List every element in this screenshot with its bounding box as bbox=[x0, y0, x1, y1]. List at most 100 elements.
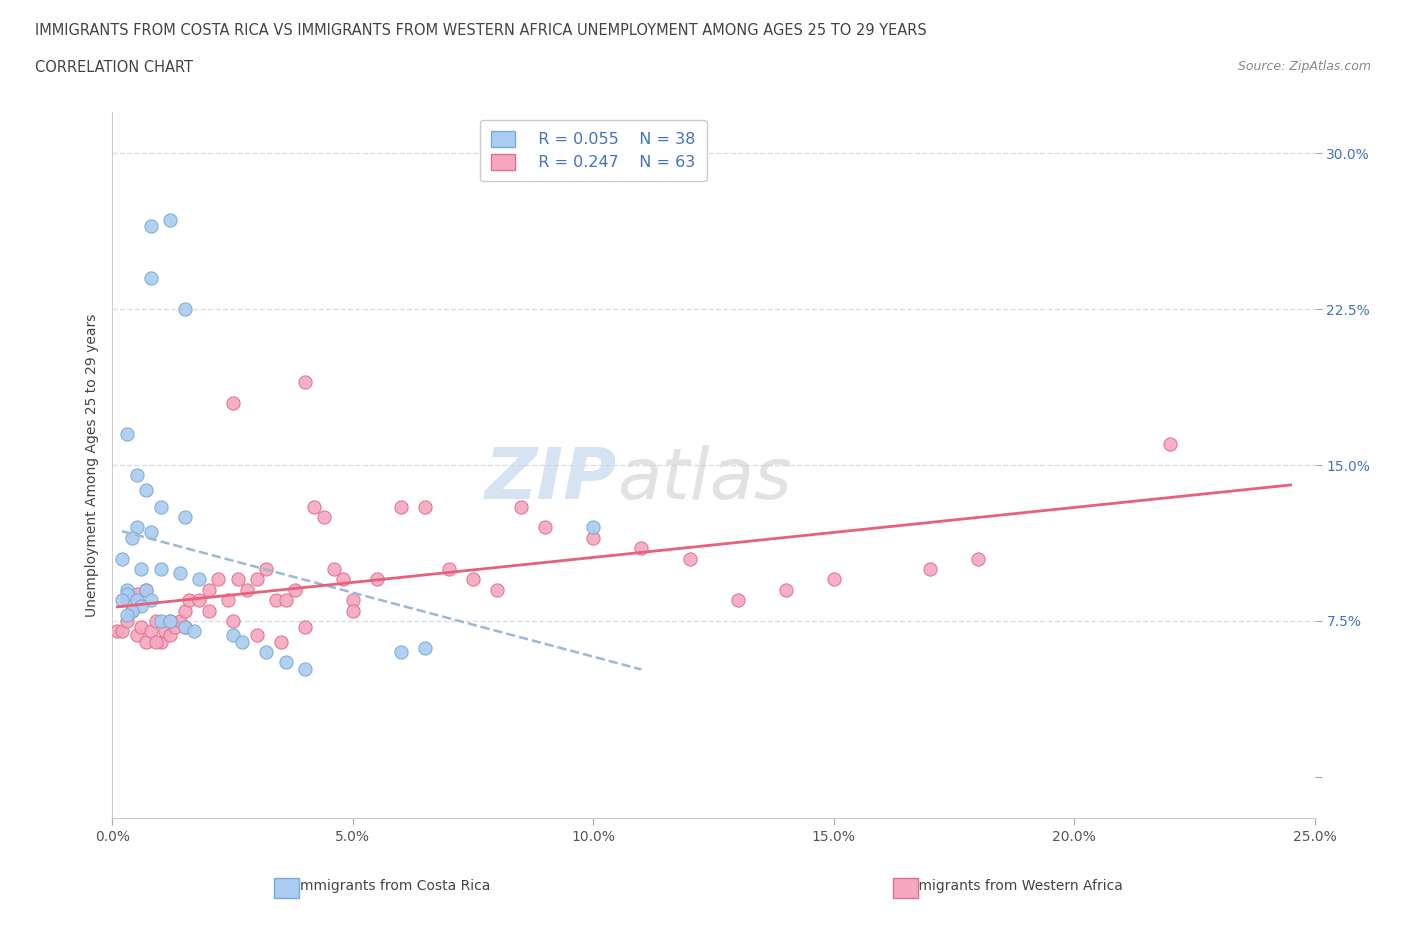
Point bbox=[159, 212, 181, 227]
Point bbox=[630, 540, 652, 555]
Point bbox=[534, 520, 557, 535]
Point bbox=[173, 619, 195, 634]
Point bbox=[270, 634, 292, 649]
Point bbox=[510, 499, 533, 514]
Point bbox=[121, 603, 143, 618]
Text: CORRELATION CHART: CORRELATION CHART bbox=[35, 60, 193, 75]
Point bbox=[304, 499, 326, 514]
Point bbox=[918, 562, 941, 577]
Point bbox=[173, 301, 195, 316]
Point bbox=[111, 624, 134, 639]
Text: IMMIGRANTS FROM COSTA RICA VS IMMIGRANTS FROM WESTERN AFRICA UNEMPLOYMENT AMONG : IMMIGRANTS FROM COSTA RICA VS IMMIGRANTS… bbox=[35, 23, 927, 38]
Point bbox=[179, 592, 201, 607]
Point bbox=[155, 624, 177, 639]
Point bbox=[111, 592, 134, 607]
Point bbox=[222, 614, 245, 629]
Point bbox=[121, 603, 143, 618]
Point bbox=[389, 644, 412, 659]
Y-axis label: Unemployment Among Ages 25 to 29 years: Unemployment Among Ages 25 to 29 years bbox=[84, 313, 98, 617]
Point bbox=[294, 619, 316, 634]
Point bbox=[169, 614, 191, 629]
Point bbox=[125, 592, 148, 607]
Point bbox=[173, 510, 195, 525]
Point bbox=[135, 582, 157, 597]
Point bbox=[173, 603, 195, 618]
Point bbox=[139, 271, 162, 286]
Point bbox=[149, 499, 172, 514]
Point bbox=[183, 624, 205, 639]
Point bbox=[115, 426, 138, 441]
Point bbox=[582, 530, 605, 545]
Point bbox=[105, 624, 128, 639]
Point bbox=[197, 603, 219, 618]
Point bbox=[149, 562, 172, 577]
Point bbox=[582, 520, 605, 535]
Point bbox=[437, 562, 460, 577]
Point bbox=[115, 614, 138, 629]
Point bbox=[115, 587, 138, 602]
Text: Immigrants from Costa Rica: Immigrants from Costa Rica bbox=[297, 879, 491, 893]
Point bbox=[366, 572, 388, 587]
Point bbox=[131, 599, 153, 614]
Point bbox=[486, 582, 509, 597]
Point bbox=[139, 592, 162, 607]
Point bbox=[149, 614, 172, 629]
Point bbox=[727, 592, 749, 607]
Point bbox=[207, 572, 229, 587]
Point bbox=[197, 582, 219, 597]
Point bbox=[967, 551, 990, 566]
Point bbox=[145, 614, 167, 629]
Text: atlas: atlas bbox=[617, 445, 792, 513]
Point bbox=[125, 520, 148, 535]
Point bbox=[159, 614, 181, 629]
Point bbox=[121, 530, 143, 545]
Point bbox=[294, 375, 316, 390]
Point bbox=[461, 572, 484, 587]
Point bbox=[139, 624, 162, 639]
Point bbox=[125, 468, 148, 483]
Point bbox=[823, 572, 845, 587]
Point bbox=[332, 572, 354, 587]
Point bbox=[294, 661, 316, 676]
Point bbox=[145, 634, 167, 649]
Point bbox=[246, 572, 269, 587]
Point bbox=[246, 628, 269, 643]
Text: Immigrants from Western Africa: Immigrants from Western Africa bbox=[901, 879, 1123, 893]
Text: ZIP: ZIP bbox=[485, 445, 617, 513]
Point bbox=[264, 592, 287, 607]
Point bbox=[111, 551, 134, 566]
Point bbox=[115, 607, 138, 622]
Point bbox=[188, 572, 211, 587]
Point bbox=[115, 592, 138, 607]
Point bbox=[342, 603, 364, 618]
Point bbox=[222, 628, 245, 643]
Point bbox=[131, 619, 153, 634]
Point bbox=[217, 592, 239, 607]
Point bbox=[169, 565, 191, 580]
Point bbox=[342, 592, 364, 607]
Point bbox=[149, 634, 172, 649]
Text: Source: ZipAtlas.com: Source: ZipAtlas.com bbox=[1237, 60, 1371, 73]
Point bbox=[125, 628, 148, 643]
Point bbox=[254, 644, 277, 659]
Point bbox=[159, 614, 181, 629]
Point bbox=[254, 562, 277, 577]
Point bbox=[159, 628, 181, 643]
Point bbox=[389, 499, 412, 514]
Point bbox=[284, 582, 307, 597]
Point bbox=[312, 510, 335, 525]
Point bbox=[135, 634, 157, 649]
Point bbox=[163, 619, 186, 634]
Point bbox=[678, 551, 700, 566]
Point bbox=[125, 587, 148, 602]
Legend:   R = 0.055    N = 38,   R = 0.247    N = 63: R = 0.055 N = 38, R = 0.247 N = 63 bbox=[479, 120, 707, 181]
Point bbox=[775, 582, 797, 597]
Point bbox=[274, 592, 297, 607]
Point bbox=[236, 582, 259, 597]
Point bbox=[139, 219, 162, 233]
Point bbox=[322, 562, 344, 577]
Point bbox=[139, 525, 162, 539]
Point bbox=[222, 395, 245, 410]
Point bbox=[413, 641, 436, 656]
Point bbox=[274, 655, 297, 670]
